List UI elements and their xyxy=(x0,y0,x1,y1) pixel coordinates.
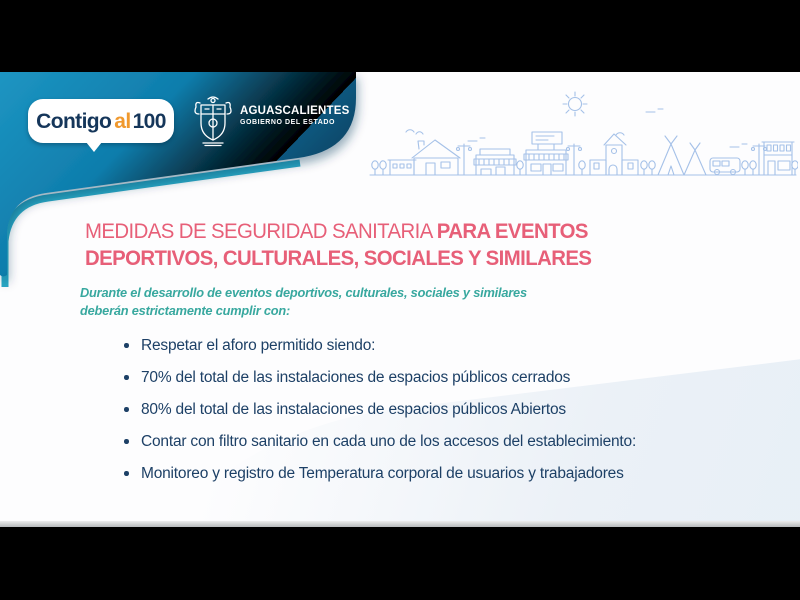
aguascalientes-coat-of-arms-icon xyxy=(194,96,232,147)
letterbox-bottom xyxy=(0,527,800,600)
logo-bubble-tail-icon xyxy=(86,142,102,152)
government-dept: GOBIERNO DEL ESTADO xyxy=(240,119,335,126)
bullet-text: Monitoreo y registro de Temperatura corp… xyxy=(141,465,624,482)
bullet-item: Contar con filtro sanitario en cada uno … xyxy=(122,432,742,451)
logo-word-al: al xyxy=(114,109,131,133)
subtitle-line2: deberán estrictamente cumplir con: xyxy=(80,302,291,318)
logo-word-contigo: Contigo xyxy=(36,109,112,133)
title-regular-part: MEDIDAS DE SEGURIDAD SANITARIA xyxy=(85,220,432,243)
logo-word-100: 100 xyxy=(132,109,167,133)
slide: Contigo al 100 AGUASCALIENTES GOBIERNO D… xyxy=(0,72,800,521)
government-name: AGUASCALIENTES xyxy=(240,105,350,117)
subtitle-line1: Durante el desarrollo de eventos deporti… xyxy=(80,285,527,300)
bullet-item: 80% del total de las instalaciones de es… xyxy=(122,400,742,419)
title-bold-part-line1: PARA EVENTOS xyxy=(436,220,589,243)
bullet-item: Monitoreo y registro de Temperatura corp… xyxy=(122,464,742,483)
bullet-dot-icon xyxy=(124,471,129,476)
contigo-al-100-logo: Contigo al 100 xyxy=(28,99,174,152)
bullet-text: 70% del total de las instalaciones de es… xyxy=(141,369,571,386)
bullet-text: Respetar el aforo permitido siendo: xyxy=(141,337,376,354)
bullet-dot-icon xyxy=(124,439,129,444)
bullet-list: Respetar el aforo permitido siendo: 70% … xyxy=(122,336,742,496)
slide-subtitle: Durante el desarrollo de eventos deporti… xyxy=(80,284,527,319)
bullet-item: 70% del total de las instalaciones de es… xyxy=(122,368,742,387)
government-wordmark: AGUASCALIENTES GOBIERNO DEL ESTADO xyxy=(240,105,350,127)
bullet-dot-icon xyxy=(124,407,129,412)
bullet-text: 80% del total de las instalaciones de es… xyxy=(141,401,566,418)
letterbox-top xyxy=(0,0,800,72)
bullet-dot-icon xyxy=(124,343,129,348)
cityscape-illustration-icon xyxy=(369,91,798,176)
bullet-dot-icon xyxy=(124,375,129,380)
title-bold-part-line2: DEPORTIVOS, CULTURALES, SOCIALES Y SIMIL… xyxy=(85,247,592,270)
bullet-item: Respetar el aforo permitido siendo: xyxy=(122,336,742,355)
slide-bottom-edge xyxy=(0,521,800,527)
bullet-text: Contar con filtro sanitario en cada uno … xyxy=(141,433,637,450)
slide-title: MEDIDAS DE SEGURIDAD SANITARIA PARA EVEN… xyxy=(85,218,592,272)
